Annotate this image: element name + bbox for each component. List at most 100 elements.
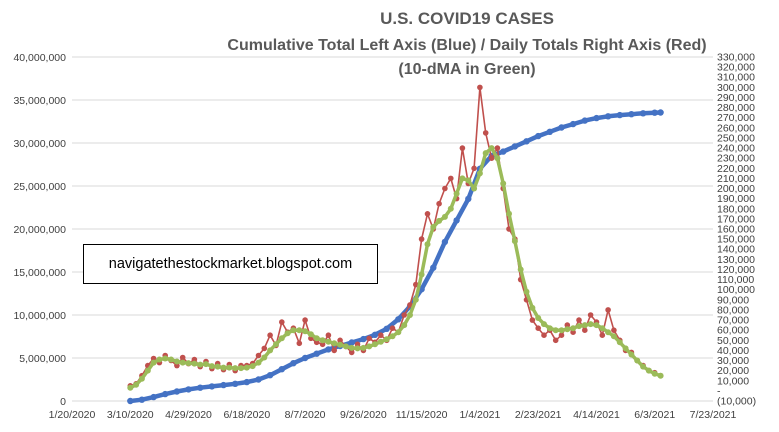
right-tick-label: 230,000 xyxy=(717,153,755,165)
data-point-cumulative xyxy=(162,390,169,398)
data-point-cumulative xyxy=(581,117,588,124)
data-point-daily xyxy=(611,327,617,334)
right-tick-label: 120,000 xyxy=(717,264,755,276)
x-tick-label: 11/15/2020 xyxy=(396,409,448,421)
data-point-cumulative xyxy=(546,128,553,135)
blog-annotation: navigatethestockmarket.blogspot.com xyxy=(83,244,378,284)
data-point-ma10 xyxy=(162,355,169,362)
data-point-ma10 xyxy=(232,365,239,372)
data-point-cumulative xyxy=(255,376,262,383)
data-point-ma10 xyxy=(401,322,408,329)
data-point-cumulative xyxy=(593,114,600,122)
right-tick-label: 280,000 xyxy=(717,102,755,114)
data-point-ma10 xyxy=(226,364,233,371)
data-point-ma10 xyxy=(593,322,600,329)
data-point-ma10 xyxy=(476,170,483,177)
data-point-cumulative xyxy=(604,113,612,120)
data-point-daily xyxy=(558,332,565,339)
data-point-daily xyxy=(459,145,466,151)
data-point-ma10 xyxy=(657,372,664,379)
data-point-cumulative xyxy=(430,264,437,271)
data-point-daily xyxy=(174,362,180,369)
data-point-daily xyxy=(267,332,273,339)
data-point-ma10 xyxy=(436,217,443,224)
left-tick-label: 30,000,000 xyxy=(13,138,66,150)
data-point-daily xyxy=(348,349,355,356)
data-point-ma10 xyxy=(558,327,565,334)
data-point-ma10 xyxy=(634,357,641,364)
data-point-ma10 xyxy=(552,327,559,334)
data-point-ma10 xyxy=(465,177,472,184)
data-point-ma10 xyxy=(307,331,314,338)
data-point-ma10 xyxy=(273,341,279,348)
data-point-ma10 xyxy=(144,367,151,374)
series-ma10 xyxy=(127,145,664,391)
data-point-cumulative xyxy=(278,366,285,373)
data-point-ma10 xyxy=(214,363,221,370)
right-tick-label: 80,000 xyxy=(717,304,749,316)
data-point-ma10 xyxy=(541,321,547,328)
x-tick-label: 4/14/2021 xyxy=(573,409,620,421)
right-tick-label: 20,000 xyxy=(717,365,749,377)
left-tick-label: 15,000,000 xyxy=(13,267,66,279)
data-point-ma10 xyxy=(529,304,536,311)
right-tick-label: 220,000 xyxy=(717,163,755,175)
data-point-cumulative xyxy=(628,111,635,118)
x-tick-label: 1/4/2021 xyxy=(459,409,500,421)
data-point-ma10 xyxy=(605,329,612,336)
data-point-daily xyxy=(587,312,594,318)
right-tick-label: 110,000 xyxy=(717,274,754,286)
data-point-cumulative xyxy=(313,350,320,357)
data-point-ma10 xyxy=(616,339,623,346)
data-point-ma10 xyxy=(185,360,192,367)
data-point-daily xyxy=(179,354,186,361)
left-tick-label: 20,000,000 xyxy=(13,224,66,236)
data-point-ma10 xyxy=(628,351,635,358)
data-point-daily xyxy=(191,356,198,363)
data-point-ma10 xyxy=(570,325,577,332)
data-point-ma10 xyxy=(331,340,338,347)
data-point-daily xyxy=(366,335,373,342)
data-point-daily xyxy=(337,337,343,344)
data-point-ma10 xyxy=(366,343,373,350)
chart-title: U.S. COVID19 CASES Cumulative Total Left… xyxy=(227,9,706,78)
left-tick-label: 0 xyxy=(60,396,66,408)
data-point-cumulative xyxy=(657,109,664,116)
data-point-daily xyxy=(442,185,448,192)
data-point-daily xyxy=(471,165,477,172)
data-point-cumulative xyxy=(348,339,355,346)
data-point-cumulative xyxy=(360,335,367,343)
data-point-ma10 xyxy=(296,327,303,334)
data-point-ma10 xyxy=(488,145,495,152)
data-point-daily xyxy=(325,332,332,339)
data-point-cumulative xyxy=(197,384,204,391)
data-point-ma10 xyxy=(220,364,227,371)
right-tick-label: 90,000 xyxy=(717,294,749,306)
data-point-ma10 xyxy=(319,337,326,344)
left-tick-label: 5,000,000 xyxy=(19,353,66,365)
data-point-ma10 xyxy=(150,359,157,366)
data-point-ma10 xyxy=(138,375,145,382)
right-tick-label: 260,000 xyxy=(717,122,755,134)
data-point-cumulative xyxy=(150,393,157,401)
right-tick-label: 150,000 xyxy=(717,234,755,246)
data-point-ma10 xyxy=(459,175,466,182)
left-tick-label: 35,000,000 xyxy=(13,95,66,107)
right-tick-label: 130,000 xyxy=(717,254,755,266)
data-point-ma10 xyxy=(441,213,448,220)
data-point-cumulative xyxy=(441,238,449,246)
data-point-cumulative xyxy=(465,195,472,203)
data-point-ma10 xyxy=(168,356,175,363)
data-point-daily xyxy=(255,352,262,359)
data-point-daily xyxy=(541,332,547,339)
data-point-daily xyxy=(448,175,454,182)
data-point-ma10 xyxy=(517,266,524,273)
data-point-ma10 xyxy=(278,335,285,342)
data-point-ma10 xyxy=(587,321,594,328)
right-tick-label: (10,000) xyxy=(717,396,756,408)
title-line-2: Cumulative Total Left Axis (Blue) / Dail… xyxy=(227,37,706,54)
data-point-ma10 xyxy=(255,359,262,366)
data-point-cumulative xyxy=(185,386,192,393)
data-point-ma10 xyxy=(389,333,396,340)
data-point-cumulative xyxy=(220,381,227,389)
